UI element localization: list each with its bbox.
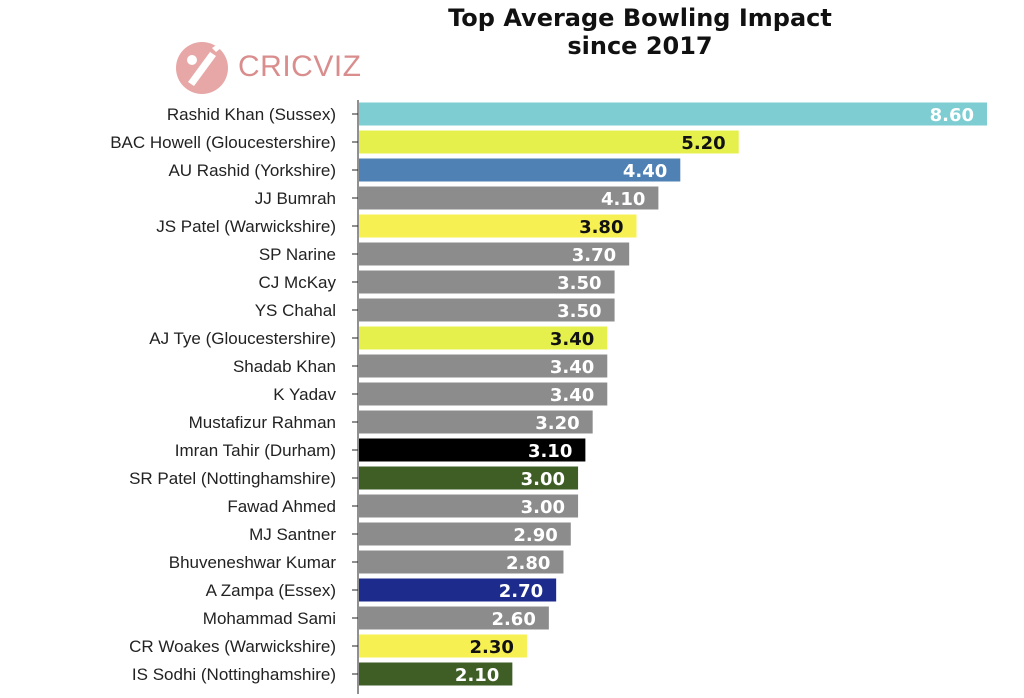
category-label: Mohammad Sami	[203, 609, 336, 628]
category-label: K Yadav	[273, 385, 336, 404]
bar	[359, 354, 608, 378]
bar-value-label: 3.40	[550, 357, 594, 378]
bar-value-label: 3.70	[572, 245, 616, 266]
bar-value-label: 5.20	[681, 133, 725, 154]
bar-value-label: 3.10	[528, 441, 572, 462]
bar	[359, 186, 659, 210]
category-label: AJ Tye (Gloucestershire)	[149, 329, 336, 348]
bar	[359, 522, 571, 546]
bar	[359, 662, 513, 686]
category-label: JJ Bumrah	[255, 189, 336, 208]
bar-value-label: 4.40	[623, 161, 667, 182]
bar-value-label: 2.10	[455, 665, 499, 686]
bar-value-label: 3.40	[550, 329, 594, 350]
bar	[359, 410, 593, 434]
category-label: Rashid Khan (Sussex)	[167, 105, 336, 124]
bar	[359, 158, 681, 182]
bar-value-label: 3.20	[535, 413, 579, 434]
bar-value-label: 4.10	[601, 189, 645, 210]
category-label: Fawad Ahmed	[227, 497, 336, 516]
category-label: JS Patel (Warwickshire)	[156, 217, 336, 236]
bar	[359, 242, 630, 266]
category-label: SP Narine	[259, 245, 336, 264]
category-label: MJ Santner	[249, 525, 336, 544]
bar-value-label: 2.60	[491, 609, 535, 630]
bar-value-label: 2.80	[506, 553, 550, 574]
category-label: A Zampa (Essex)	[206, 581, 336, 600]
bar	[359, 298, 615, 322]
bar	[359, 606, 549, 630]
bar	[359, 438, 586, 462]
category-label: Bhuveneshwar Kumar	[169, 553, 337, 572]
category-label: Imran Tahir (Durham)	[175, 441, 336, 460]
category-label: Mustafizur Rahman	[189, 413, 336, 432]
bar	[359, 550, 564, 574]
chart-title-line-2: since 2017	[567, 32, 713, 60]
bar-value-label: 2.90	[513, 525, 557, 546]
cricviz-logo: CRICVIZ	[172, 38, 361, 98]
bar	[359, 326, 608, 350]
category-label: CJ McKay	[259, 273, 337, 292]
logo-text: CRICVIZ	[238, 50, 362, 83]
chart-title: Top Average Bowling Impact since 2017	[360, 4, 920, 60]
bar-value-label: 3.50	[557, 301, 601, 322]
bar	[359, 634, 527, 658]
category-label: AU Rashid (Yorkshire)	[168, 161, 336, 180]
bar	[359, 466, 579, 490]
bar-value-label: 3.40	[550, 385, 594, 406]
bar-value-label: 2.30	[470, 637, 514, 658]
bar	[359, 578, 557, 602]
chart-title-line-1: Top Average Bowling Impact	[448, 4, 832, 32]
category-label: CR Woakes (Warwickshire)	[129, 637, 336, 656]
category-label: SR Patel (Nottinghamshire)	[129, 469, 336, 488]
bar	[359, 102, 987, 126]
bar	[359, 382, 608, 406]
bar-value-label: 8.60	[930, 105, 974, 126]
bar	[359, 130, 739, 154]
category-label: BAC Howell (Gloucestershire)	[110, 133, 336, 152]
cricket-bat-ball-logo-icon	[176, 42, 228, 94]
bar-value-label: 3.50	[557, 273, 601, 294]
bar	[359, 214, 637, 238]
bar	[359, 270, 615, 294]
bar-value-label: 3.00	[521, 469, 565, 490]
bar	[359, 494, 579, 518]
bar-value-label: 3.80	[579, 217, 623, 238]
bar-value-label: 2.70	[499, 581, 543, 602]
category-label: IS Sodhi (Nottinghamshire)	[132, 665, 336, 684]
category-label: Shadab Khan	[233, 357, 336, 376]
category-label: YS Chahal	[255, 301, 336, 320]
bar-value-label: 3.00	[521, 497, 565, 518]
